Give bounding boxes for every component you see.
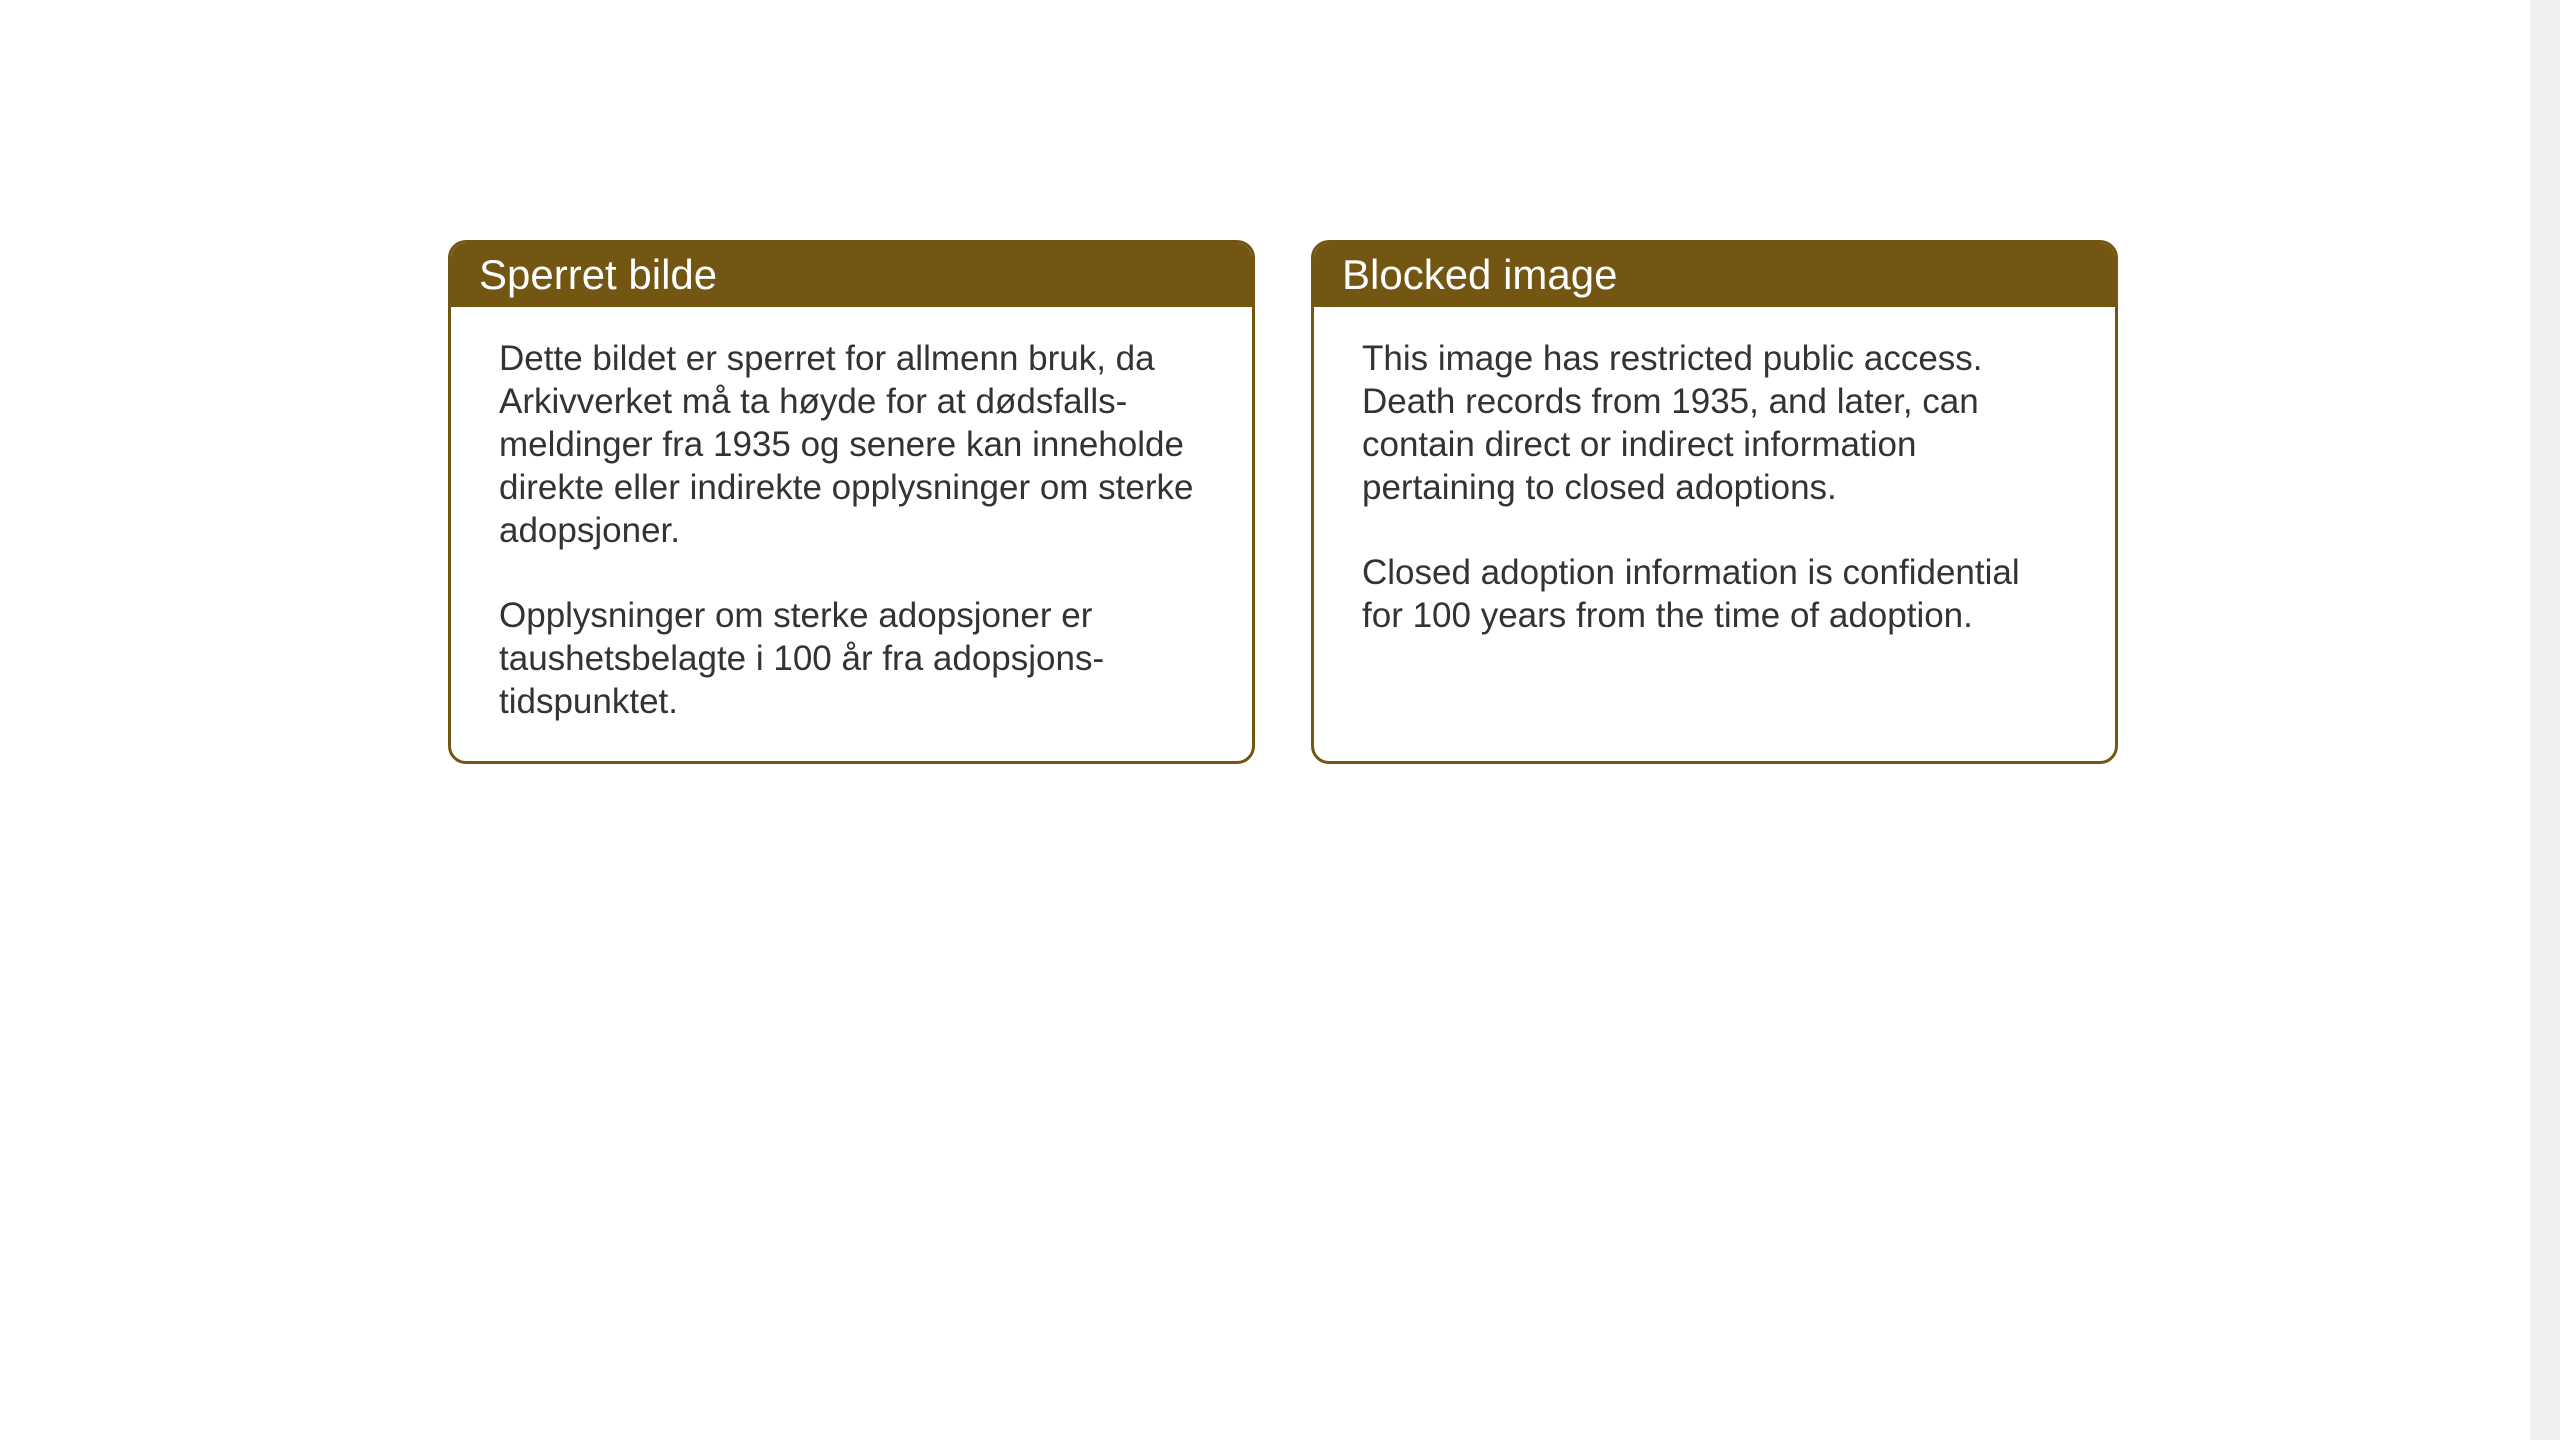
card-body-en: This image has restricted public access.… [1314, 307, 2115, 675]
card-body-no: Dette bildet er sperret for allmenn bruk… [451, 307, 1252, 761]
card-para2-no: Opplysninger om sterke adopsjoner er tau… [499, 594, 1204, 723]
card-header-no: Sperret bilde [451, 243, 1252, 307]
card-title-en: Blocked image [1342, 251, 1617, 298]
card-title-no: Sperret bilde [479, 251, 717, 298]
blocked-image-card-english: Blocked image This image has restricted … [1311, 240, 2118, 764]
card-para1-en: This image has restricted public access.… [1362, 337, 2067, 509]
cards-container: Sperret bilde Dette bildet er sperret fo… [448, 240, 2118, 764]
scrollbar-track[interactable] [2530, 0, 2560, 1440]
card-para1-no: Dette bildet er sperret for allmenn bruk… [499, 337, 1204, 552]
blocked-image-card-norwegian: Sperret bilde Dette bildet er sperret fo… [448, 240, 1255, 764]
card-header-en: Blocked image [1314, 243, 2115, 307]
card-para2-en: Closed adoption information is confident… [1362, 551, 2067, 637]
